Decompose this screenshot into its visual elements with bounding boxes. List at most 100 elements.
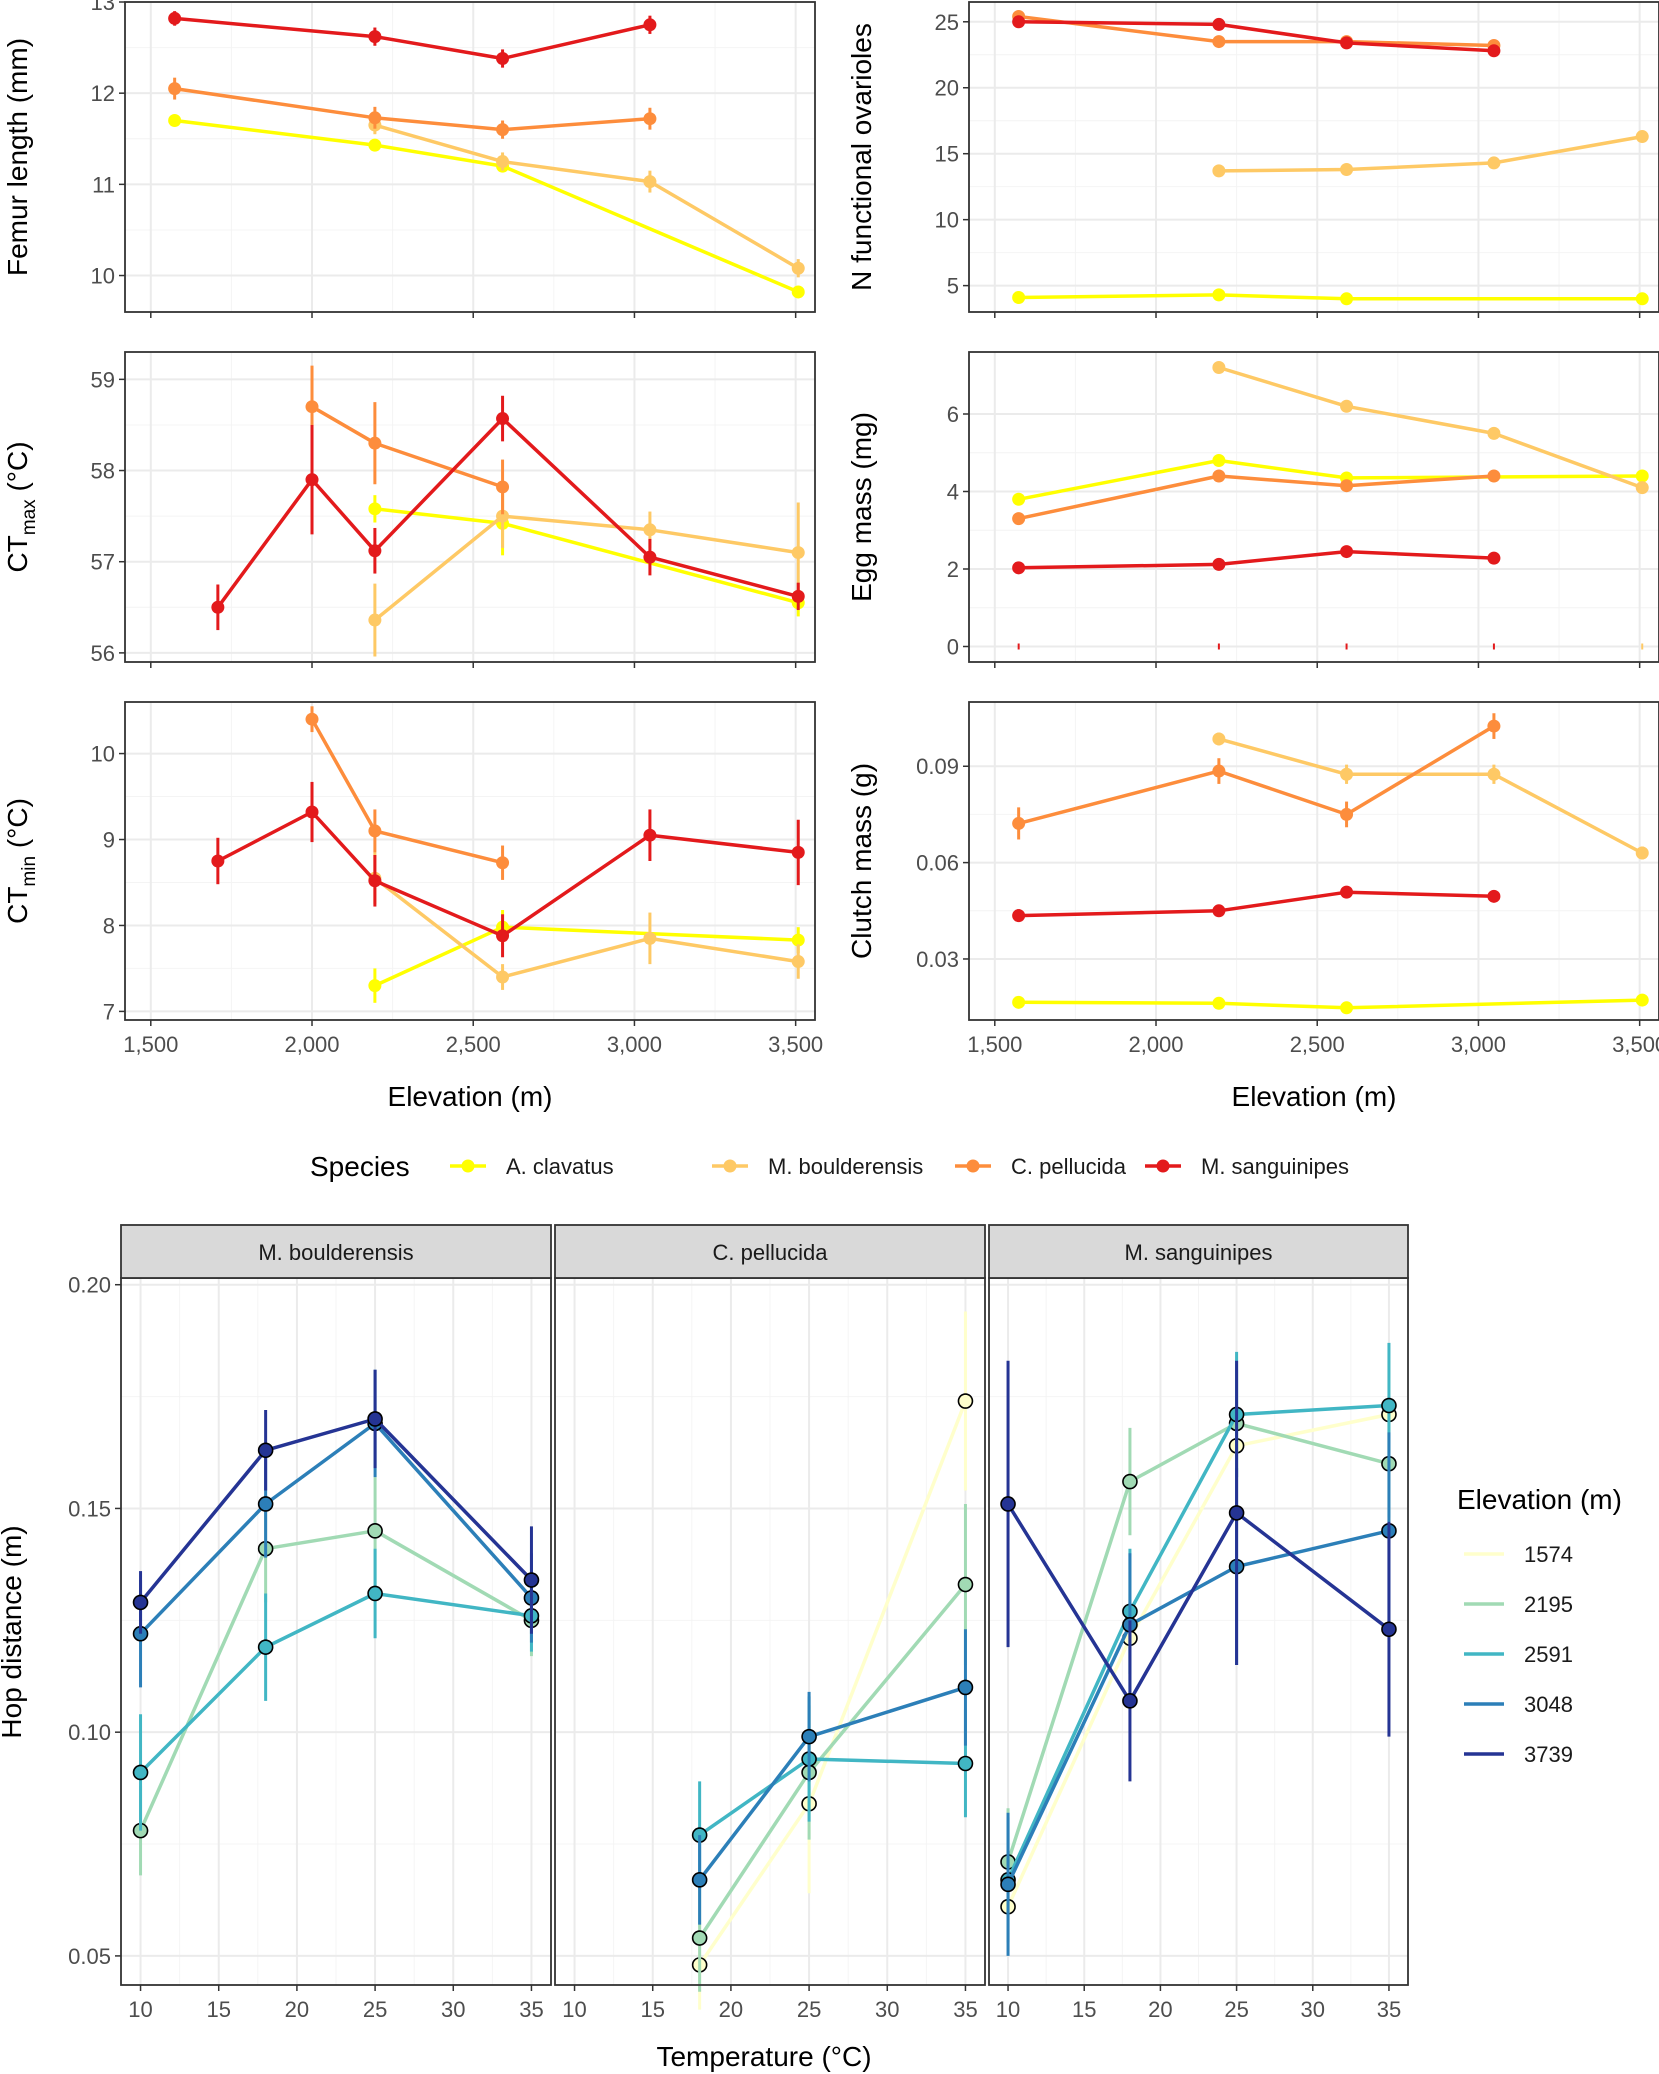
legend-item: 3048: [1464, 1692, 1573, 1717]
series-line: [139, 1421, 533, 1635]
data-point: [643, 550, 657, 564]
data-point: [801, 1728, 817, 1745]
panel-border: [968, 701, 1659, 1021]
data-point: [1212, 557, 1226, 571]
data-point: [1487, 889, 1501, 903]
y-tick-label: 15: [935, 142, 959, 167]
y-tick-label: 0: [947, 635, 959, 660]
data-point: [1340, 807, 1354, 821]
y-axis-title: Egg mass (mg): [846, 412, 877, 602]
x-tick-label: 25: [363, 1997, 387, 2022]
data-point: [957, 1755, 974, 1772]
data-point: [643, 523, 657, 537]
data-point: [1487, 551, 1501, 565]
legend-item: 3739: [1464, 1742, 1573, 1767]
y-tick-label: 6: [947, 402, 959, 427]
series-line: [174, 86, 651, 132]
data-point: [1635, 469, 1649, 483]
y-tick-label: 0.03: [916, 947, 959, 972]
data-point: [1012, 816, 1026, 830]
x-tick-label: 25: [797, 1997, 821, 2022]
strip-label: C. pellucida: [713, 1240, 829, 1265]
data-point: [1635, 993, 1649, 1007]
x-tick-label: 35: [519, 1997, 543, 2022]
series-line: [1218, 737, 1644, 855]
series-a-clavatus: [168, 114, 805, 299]
data-point: [1340, 885, 1354, 899]
series-line: [216, 416, 799, 609]
series-line: [1018, 890, 1494, 918]
y-tick-label: 8: [103, 913, 115, 938]
series-m-sanguinipes: [168, 11, 657, 68]
data-point: [791, 589, 805, 603]
data-point: [1487, 767, 1501, 781]
series-c-pellucida: [305, 365, 510, 515]
data-point: [1012, 15, 1026, 29]
strip-background: [554, 1224, 986, 1279]
panel-border: [124, 701, 816, 1021]
data-point: [1000, 1876, 1016, 1893]
data-point: [305, 805, 319, 819]
data-point: [368, 111, 382, 125]
series-1574: [691, 1311, 974, 2010]
legend-item: 2591: [1464, 1642, 1573, 1667]
series-line: [217, 810, 799, 938]
legend-item: A. clavatus: [450, 1154, 614, 1179]
x-axis-title: Temperature (°C): [656, 2041, 871, 2072]
legend-label: 3739: [1524, 1742, 1573, 1767]
data-point: [691, 1872, 708, 1888]
x-tick-label: 3,000: [607, 1032, 662, 1057]
strip-label: M. sanguinipes: [1125, 1240, 1273, 1265]
y-tick-label: 10: [935, 208, 959, 233]
data-point: [1212, 904, 1226, 918]
x-tick-label: 15: [206, 1997, 230, 2022]
x-tick-label: 3,500: [768, 1032, 823, 1057]
series-line: [373, 514, 799, 622]
x-axis-title: Elevation (m): [1232, 1081, 1397, 1112]
data-point: [791, 933, 805, 947]
data-point: [1635, 130, 1649, 144]
data-point: [1228, 1505, 1245, 1521]
series-m-boulderensis: [1212, 130, 1649, 178]
y-tick-label: 0.10: [68, 1720, 111, 1745]
data-point: [1340, 545, 1354, 559]
y-axis-title-sub: max: [19, 499, 40, 535]
series-c-pellucida: [1012, 713, 1501, 840]
strip-label: M. boulderensis: [258, 1240, 413, 1265]
data-point: [643, 828, 657, 842]
y-tick-label: 10: [91, 264, 115, 289]
x-tick-label: 20: [719, 1997, 743, 2022]
x-axis-title: Elevation (m): [388, 1081, 553, 1112]
series-line: [1018, 549, 1494, 570]
series-line: [139, 1417, 533, 1604]
data-point: [1212, 454, 1226, 467]
series-c-pellucida: [305, 706, 510, 880]
data-point: [211, 600, 225, 614]
data-point: [1012, 290, 1026, 304]
data-point: [132, 1764, 149, 1781]
series-line: [138, 1529, 533, 1832]
legend-label: M. boulderensis: [768, 1154, 923, 1179]
series-line: [1218, 134, 1643, 173]
data-point: [1012, 995, 1026, 1009]
data-point: [1487, 156, 1501, 170]
hop-axis-titles: Hop distance (m) Temperature (°C): [0, 1525, 872, 2072]
series-m-boulderensis: [368, 484, 805, 657]
data-point: [1212, 17, 1226, 31]
legend-label: 1574: [1524, 1542, 1573, 1567]
data-point: [1212, 164, 1226, 178]
data-point: [368, 502, 382, 516]
series-m-sanguinipes: [1012, 545, 1501, 575]
panel-border: [124, 1, 816, 313]
series-line: [1006, 1503, 1391, 1703]
x-tick-label: 2,000: [284, 1032, 339, 1057]
y-tick-label: 7: [103, 999, 115, 1024]
data-point: [368, 30, 382, 44]
y-tick-label: 0.05: [68, 1944, 111, 1969]
facet-strip: M. boulderensis: [120, 1224, 552, 1279]
data-point: [1340, 479, 1354, 493]
series-m-sanguinipes: [1012, 15, 1501, 58]
data-point: [1340, 767, 1354, 781]
species-legend: Species A. clavatus M. boulderensis C. pell…: [310, 1151, 1349, 1182]
series-3739: [132, 1369, 540, 1634]
